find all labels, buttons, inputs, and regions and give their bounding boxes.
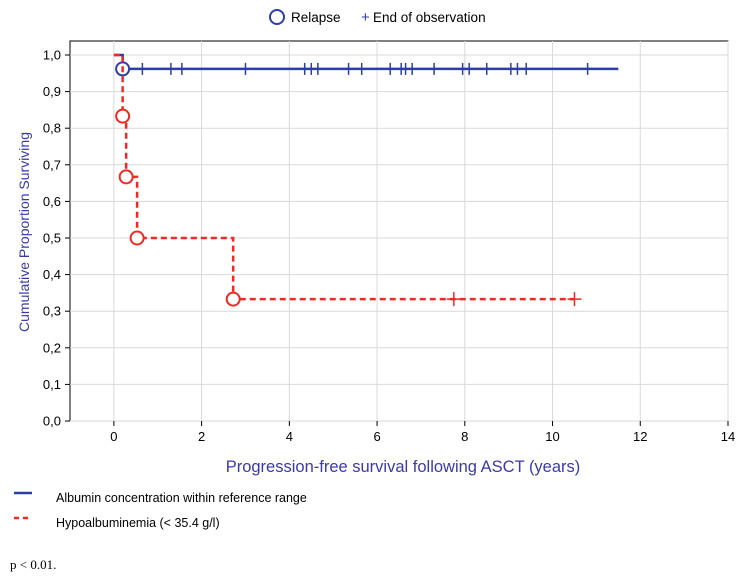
y-tick-label: 0,0: [43, 414, 61, 429]
relapse-event-marker: [118, 169, 134, 185]
axes-ticks: 0 2 4 6 8 10 12 14 0,0 0,1 0,2 0,3 0,4 0,5 0,6 0,7 0,8 0,…: [43, 48, 735, 445]
censor-mark: [567, 292, 582, 307]
x-tick-label: 8: [461, 429, 468, 444]
relapse-legend-marker-icon: [269, 9, 285, 25]
x-tick-label: 4: [286, 429, 293, 444]
relapse-legend-label: Relapse: [291, 10, 341, 25]
x-axis-title: Progression-free survival following ASCT…: [226, 458, 581, 476]
grid-lines: [70, 41, 729, 422]
y-tick-label: 0,9: [43, 84, 61, 99]
top-legend: Relapse + End of observation: [269, 9, 486, 26]
y-tick-label: 0,3: [43, 304, 61, 319]
legend-label-albumin-normal: Albumin concentration within reference r…: [56, 491, 307, 505]
y-tick-label: 0,6: [43, 194, 61, 209]
y-tick-label: 0,2: [43, 340, 61, 355]
p-value-note: p < 0.01.: [10, 557, 56, 572]
y-axis-title: Cumulative Proportion Surviving: [16, 132, 32, 332]
x-tick-label: 10: [545, 429, 559, 444]
y-tick-label: 0,7: [43, 157, 61, 172]
plot-area: [69, 40, 729, 422]
series-layer: [113, 53, 619, 307]
x-tick-label: 6: [373, 429, 380, 444]
x-tick-label: 14: [721, 429, 735, 444]
relapse-event-marker: [129, 230, 145, 246]
censor-legend-marker-icon: +: [361, 9, 370, 26]
y-tick-label: 0,5: [43, 231, 61, 246]
censor-mark: [446, 292, 461, 307]
y-tick-label: 0,8: [43, 121, 61, 136]
bottom-legend: Albumin concentration within reference r…: [14, 491, 307, 530]
censor-legend-label: End of observation: [373, 10, 486, 25]
x-tick-label: 2: [198, 429, 205, 444]
x-tick-label: 0: [110, 429, 117, 444]
relapse-event-marker: [225, 291, 241, 307]
relapse-event-marker: [115, 108, 131, 124]
y-tick-label: 0,4: [43, 267, 61, 282]
series-hypoalbuminemia: [113, 53, 582, 307]
x-tick-label: 12: [633, 429, 647, 444]
y-tick-label: 0,1: [43, 377, 61, 392]
y-tick-label: 1,0: [43, 48, 61, 63]
legend-label-hypoalbuminemia: Hypoalbuminemia (< 35.4 g/l): [56, 516, 220, 530]
survival-step-line: [113, 53, 575, 301]
